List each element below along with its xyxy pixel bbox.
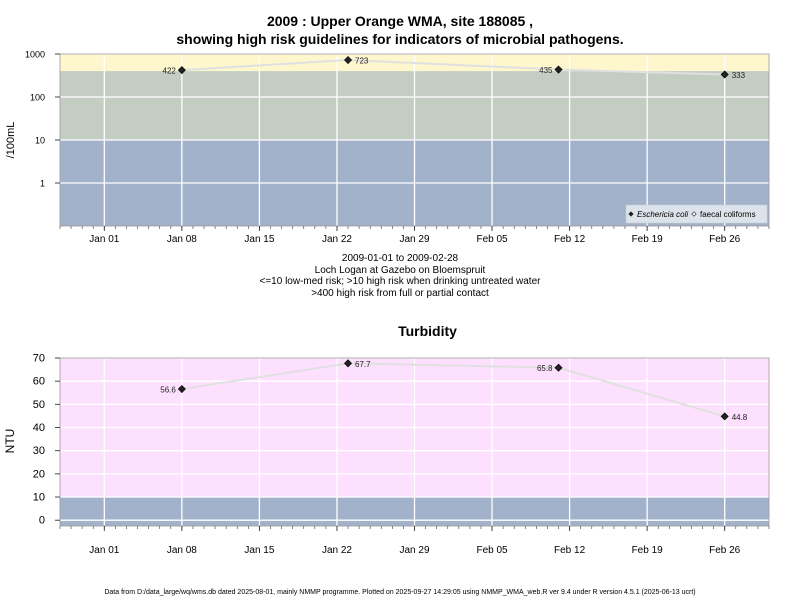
contact-risk-note: >400 high risk from full or partial cont… — [311, 287, 489, 299]
y-tick-label: 30 — [33, 445, 45, 457]
y-axis-label: /100mL — [5, 122, 17, 159]
y-axis-label: NTU — [3, 429, 17, 454]
data-source-footer: Data from D:/data_large/wq/wms.db dated … — [104, 589, 696, 596]
x-tick-label: Jan 22 — [322, 545, 352, 556]
legend-marker — [628, 211, 634, 217]
data-point — [177, 385, 186, 394]
y-tick-label: 70 — [33, 353, 45, 365]
x-tick-label: Feb 26 — [709, 545, 741, 556]
x-tick-label: Jan 15 — [244, 234, 274, 245]
data-label: 56.6 — [160, 386, 176, 395]
data-point — [720, 412, 729, 421]
site-name-note: Loch Logan at Gazebo on Bloemspruit — [314, 264, 486, 276]
subplot-title: Turbidity — [398, 323, 457, 339]
data-point — [554, 65, 563, 74]
x-tick-label: Jan 15 — [244, 545, 274, 556]
x-tick-label: Feb 19 — [632, 234, 664, 245]
x-tick-label: Feb 12 — [554, 234, 586, 245]
y-tick-label: 20 — [33, 468, 45, 480]
y-tick-label: 1000 — [25, 50, 45, 60]
x-tick-label: Jan 08 — [167, 234, 197, 245]
y-tick-label: 40 — [33, 422, 45, 434]
chart-title-line-2: showing high risk guidelines for indicat… — [176, 31, 624, 47]
legend-entry-label: Eschericia coli — [637, 210, 688, 219]
y-tick-label: 50 — [33, 399, 45, 411]
series-line — [181, 362, 725, 418]
legend: Eschericia coli faecal coliforms — [625, 204, 768, 224]
y-tick-label: 0 — [39, 515, 45, 527]
chart-notes: 2009-01-01 to 2009-02-28 Loch Logan at G… — [0, 253, 800, 299]
data-label: 422 — [163, 67, 177, 76]
data-point — [554, 363, 563, 372]
x-tick-label: Feb 19 — [632, 545, 664, 556]
data-label: 333 — [732, 71, 746, 80]
data-point — [720, 70, 729, 79]
y-tick-label: 100 — [30, 93, 45, 103]
data-point — [177, 66, 186, 75]
chart-title-line-1: 2009 : Upper Orange WMA, site 188085 , — [266, 13, 534, 29]
data-point — [344, 56, 353, 65]
series-line — [181, 59, 725, 76]
x-tick-label: Jan 29 — [399, 234, 429, 245]
legend-marker — [691, 211, 697, 217]
data-label: 65.8 — [537, 364, 553, 373]
y-tick-label: 60 — [33, 376, 45, 388]
chart-2: Jan 01 Jan 08 Jan 15 Jan 22 Jan 29 Feb 05 Feb … — [3, 323, 770, 556]
y-tick-label: 10 — [33, 492, 45, 504]
x-tick-label: Feb 26 — [709, 234, 741, 245]
y-tick-label: 1 — [40, 179, 45, 189]
x-tick-label: Feb 05 — [476, 545, 508, 556]
x-tick-label: Jan 01 — [89, 234, 119, 245]
y-tick-label: 10 — [35, 136, 45, 146]
x-tick-label: Jan 08 — [167, 545, 197, 556]
data-label: 44.8 — [732, 413, 748, 422]
data-point — [344, 359, 353, 368]
data-label: 67.7 — [355, 360, 371, 369]
drinking-risk-note: <=10 low-med risk; >10 high risk when dr… — [259, 276, 541, 287]
date-range-note: 2009-01-01 to 2009-02-28 — [341, 253, 459, 264]
data-label: 435 — [539, 66, 553, 75]
legend-entry-label: faecal coliforms — [700, 210, 756, 219]
data-label: 723 — [355, 57, 369, 66]
x-tick-label: Feb 05 — [476, 234, 508, 245]
x-tick-label: Jan 29 — [399, 545, 429, 556]
x-tick-label: Feb 12 — [554, 545, 586, 556]
x-tick-label: Jan 22 — [322, 234, 352, 245]
chart-1: Jan 01 Jan 08 Jan 15 Jan 22 Jan 29 Feb 05 Feb … — [5, 50, 770, 245]
x-tick-label: Jan 01 — [89, 545, 119, 556]
